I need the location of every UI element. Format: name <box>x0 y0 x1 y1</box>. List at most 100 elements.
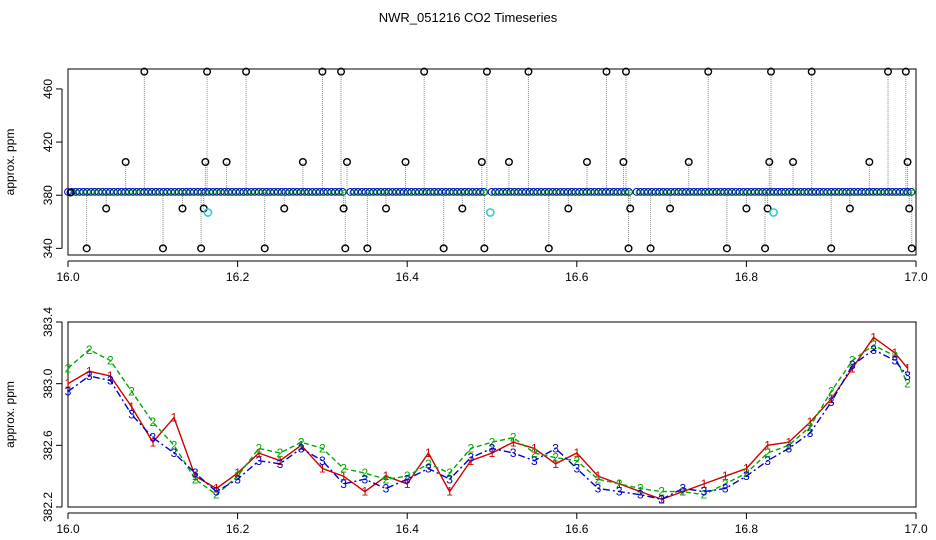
outlier-point <box>901 67 910 76</box>
outlier-point <box>884 67 893 76</box>
outlier-point <box>477 157 486 166</box>
series-2-point: 2 <box>149 415 156 429</box>
series-2-point: 2 <box>446 466 453 480</box>
series-3-point: 3 <box>149 431 156 445</box>
bottom-plot-frame <box>67 321 917 508</box>
bottom-y-tick-label: 383.0 <box>41 368 55 398</box>
baseline-point <box>907 187 916 196</box>
series-2-point: 2 <box>510 431 517 445</box>
series-1-point: 1 <box>870 330 877 344</box>
series-2-point: 2 <box>404 469 411 483</box>
series-2-point: 2 <box>234 469 241 483</box>
series-2-point: 2 <box>870 338 877 352</box>
series-3-point: 3 <box>785 441 792 455</box>
outlier-point <box>722 244 731 253</box>
bottom-panel-ppm-lines: 16.0 16.2 16.4 16.6 16.8 17.0 382.2 382.6 383.0 3… <box>3 307 928 536</box>
outlier-point <box>624 244 633 253</box>
series-3-point: 3 <box>171 446 178 460</box>
series-2-point: 2 <box>213 488 220 502</box>
series-3-point: 3 <box>679 482 686 496</box>
outlier-point <box>582 157 591 166</box>
outlier-point <box>318 67 327 76</box>
outlier-point <box>341 244 350 253</box>
series-3-point: 3 <box>531 454 538 468</box>
bottom-x-tick-label: 16.0 <box>56 522 80 536</box>
series-1-point: 1 <box>552 457 559 471</box>
series-1-point: 1 <box>891 346 898 360</box>
series-3-point: 3 <box>192 466 199 480</box>
series-1-point: 1 <box>764 438 771 452</box>
series-1-point: 1 <box>701 477 708 491</box>
top-x-tick-label: 16.0 <box>56 270 80 284</box>
outlier-point <box>827 244 836 253</box>
top-y-axis-label: approx. ppm <box>3 129 17 196</box>
bottom-x-tick-label: 16.6 <box>565 522 589 536</box>
top-x-tick-label: 16.6 <box>565 270 589 284</box>
series-1-point: 1 <box>149 435 156 449</box>
series-2-point: 2 <box>701 488 708 502</box>
series-2-point: 2 <box>891 349 898 363</box>
series-3-point: 3 <box>595 482 602 496</box>
bottom-y-tick-label: 383.4 <box>41 307 55 337</box>
series-1-point: 1 <box>234 466 241 480</box>
outlier-point <box>763 204 772 213</box>
series-1-point: 1 <box>425 446 432 460</box>
series-3-point: 3 <box>637 488 644 502</box>
outlier-point <box>197 244 206 253</box>
outlier-point <box>102 204 111 213</box>
series-3-point: 3 <box>764 454 771 468</box>
top-y-tick-label: 420 <box>41 132 55 152</box>
cyan-point <box>485 208 495 217</box>
bottom-x-tick-label: 17.0 <box>904 522 928 536</box>
cyan-point <box>203 208 213 217</box>
bottom-y-tick-label: 382.2 <box>41 492 55 522</box>
outlier-point <box>203 67 212 76</box>
top-x-tick-label: 17.0 <box>904 270 928 284</box>
series-2-point: 2 <box>595 472 602 486</box>
series-1-point: 1 <box>722 469 729 483</box>
series-3-point: 3 <box>870 343 877 357</box>
series-1-point: 1 <box>340 469 347 483</box>
series-1-point: 1 <box>107 369 114 383</box>
series-3-point: 3 <box>128 408 135 422</box>
series-3-point: 3 <box>86 369 93 383</box>
series-2-point: 2 <box>658 485 665 499</box>
series-3-point: 3 <box>552 441 559 455</box>
top-x-tick-label: 16.4 <box>396 270 420 284</box>
series-2-point: 2 <box>573 454 580 468</box>
top-y-tick-label: 460 <box>41 79 55 99</box>
series-1-point: 1 <box>531 441 538 455</box>
series-3-point: 3 <box>828 395 835 409</box>
series-2-point: 2 <box>785 438 792 452</box>
series-3-point: 3 <box>849 358 856 372</box>
series-3-point: 3 <box>107 374 114 388</box>
series-1-point: 1 <box>785 435 792 449</box>
series-3-point: 3 <box>616 485 623 499</box>
top-panel-ppm-scatter: 16.0 16.2 16.4 16.6 16.8 17.0 340 380 420 460 appr… <box>3 67 928 284</box>
outlier-point <box>602 67 611 76</box>
outlier-point <box>903 157 912 166</box>
series-2-point: 2 <box>86 343 93 357</box>
outlier-point <box>337 67 346 76</box>
outlier-point <box>298 157 307 166</box>
series-3-point: 3 <box>277 457 284 471</box>
series-3-point: 3 <box>489 441 496 455</box>
series-3-line <box>67 348 909 501</box>
outlier-point <box>458 204 467 213</box>
series-1-point: 1 <box>595 469 602 483</box>
series-3-point: 3 <box>255 454 262 468</box>
outlier-point <box>82 244 91 253</box>
bottom-x-tick-label: 16.2 <box>226 522 250 536</box>
series-2-point: 2 <box>65 361 72 375</box>
series-3-point: 3 <box>425 461 432 475</box>
top-y-tick-label: 380 <box>41 185 55 205</box>
series-2-point: 2 <box>616 477 623 491</box>
series-2-point: 2 <box>383 472 390 486</box>
outlier-point <box>401 157 410 166</box>
series-2-point: 2 <box>319 441 326 455</box>
outlier-point <box>420 67 429 76</box>
series-2-point: 2 <box>255 441 262 455</box>
outlier-point <box>704 67 713 76</box>
bottom-y-tick-label: 382.6 <box>41 430 55 460</box>
